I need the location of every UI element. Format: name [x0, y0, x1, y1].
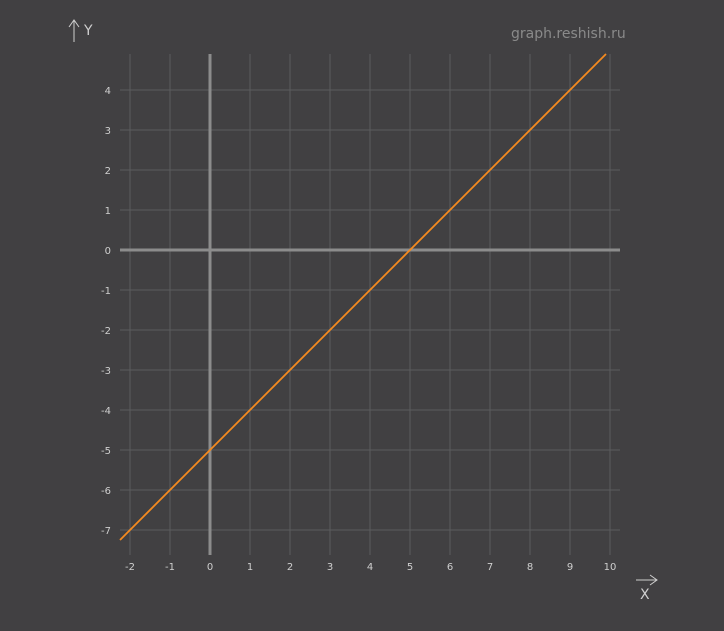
x-tick-label: 7: [487, 562, 493, 573]
x-tick-label: 3: [327, 562, 333, 573]
x-tick-label: 5: [407, 562, 413, 573]
y-tick-label: -2: [101, 326, 111, 337]
y-tick-label: -1: [101, 286, 111, 297]
x-tick-label: 10: [604, 562, 617, 573]
x-tick-label: 4: [367, 562, 373, 573]
x-tick-label: 6: [447, 562, 453, 573]
x-arrow-icon: [636, 574, 658, 586]
y-tick-label: 3: [105, 126, 111, 137]
x-tick-label: 0: [207, 562, 213, 573]
y-tick-label: -6: [101, 486, 111, 497]
y-tick-label: -4: [101, 406, 111, 417]
x-tick-label: -2: [125, 562, 135, 573]
x-tick-label: -1: [165, 562, 175, 573]
y-tick-label: 0: [105, 246, 111, 257]
x-axis-label: X: [640, 587, 650, 603]
watermark: graph.reshish.ru: [511, 26, 626, 42]
x-tick-label: 9: [567, 562, 573, 573]
y-tick-label: 4: [105, 86, 111, 97]
y-arrow-icon: [68, 19, 80, 42]
y-tick-label: 2: [105, 166, 111, 177]
y-tick-label: 1: [105, 206, 111, 217]
y-tick-label: -5: [101, 446, 111, 457]
y-tick-label: -7: [101, 526, 111, 537]
x-tick-label: 1: [247, 562, 253, 573]
y-tick-label: -3: [101, 366, 111, 377]
x-tick-label: 2: [287, 562, 293, 573]
y-axis-label: Y: [84, 23, 93, 39]
series-line: [119, 53, 607, 541]
x-tick-label: 8: [527, 562, 533, 573]
